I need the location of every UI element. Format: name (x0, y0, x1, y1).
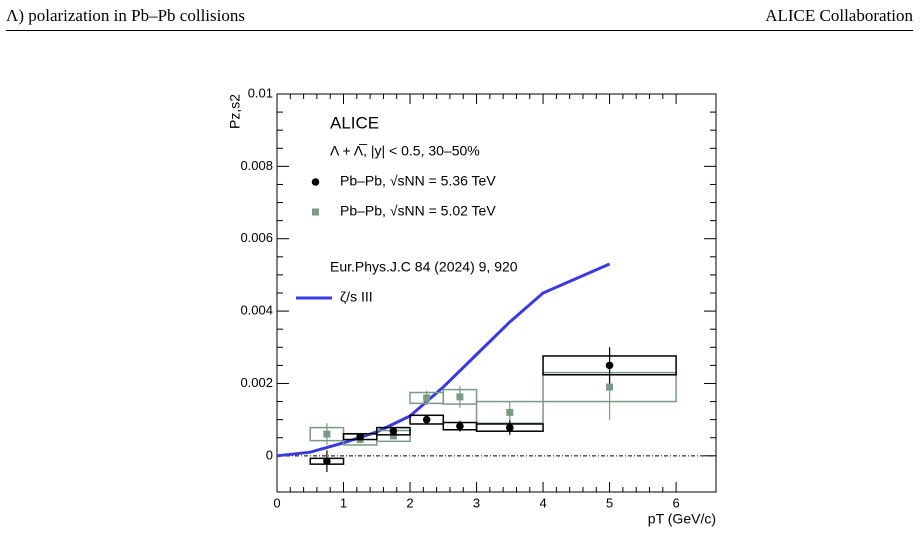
x-tick-label: 6 (672, 495, 679, 510)
data-marker (389, 427, 398, 436)
legend-marker (311, 178, 320, 186)
data-marker (456, 393, 464, 401)
x-tick-label: 1 (340, 495, 347, 510)
sys-box (409, 414, 445, 425)
x-tick-label: 0 (273, 495, 280, 510)
experiment-label: ALICE (330, 113, 379, 132)
reference-label: Eur.Phys.J.C 84 (2024) 9, 920 (330, 259, 518, 275)
data-marker (323, 430, 331, 438)
legend-label: Pb–Pb, √sNN = 5.36 TeV (340, 173, 496, 189)
data-marker (389, 432, 397, 440)
data-marker (422, 415, 431, 424)
header-right: ALICE Collaboration (765, 6, 913, 25)
y-tick-label: 0.006 (240, 230, 273, 245)
data-marker (423, 394, 431, 402)
selection-label: Λ + Λ̅, |y| < 0.5, 30–50% (330, 143, 480, 159)
legend-label: ζ/s III (340, 289, 373, 305)
x-axis-label: pT (GeV/c) (648, 511, 716, 527)
x-tick-label: 4 (539, 495, 546, 510)
x-tick-label: 2 (406, 495, 413, 510)
y-tick-label: 0.008 (240, 158, 273, 173)
x-tick-label: 5 (606, 495, 613, 510)
data-marker (506, 408, 514, 416)
y-tick-label: 0.01 (248, 85, 273, 100)
data-marker (456, 422, 464, 430)
legend-marker (312, 208, 319, 216)
x-tick-label: 3 (473, 495, 480, 510)
data-marker (506, 423, 514, 432)
y-axis-label: Pz,s2 (227, 94, 243, 129)
data-marker (323, 457, 331, 466)
data-marker (606, 383, 614, 391)
data-marker (356, 432, 364, 441)
y-tick-label: 0.002 (240, 375, 273, 390)
header-left: Λ) polarization in Pb–Pb collisions (6, 6, 245, 25)
model-curve (276, 262, 611, 458)
data-marker (605, 361, 614, 370)
y-tick-label: 0.004 (240, 303, 273, 318)
page-header: Λ) polarization in Pb–Pb collisions ALIC… (6, 4, 913, 31)
y-tick-label: 0 (266, 447, 273, 462)
legend-label: Pb–Pb, √sNN = 5.02 TeV (340, 203, 496, 219)
